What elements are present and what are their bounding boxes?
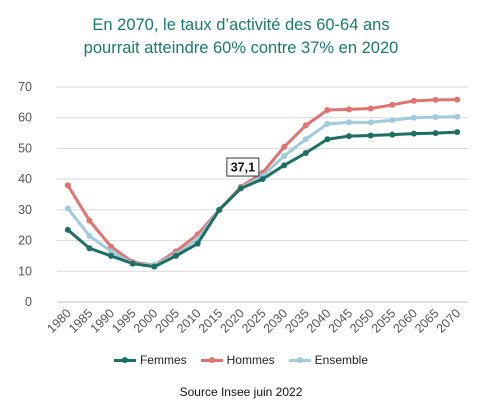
data-point-femmes [432, 130, 439, 137]
data-point-femmes [237, 185, 244, 192]
y-tick-label: 20 [18, 234, 32, 248]
data-point-femmes [367, 132, 374, 139]
source-note: Source Insee juin 2022 [179, 385, 303, 399]
data-point-hommes [86, 217, 93, 224]
data-point-ensemble [432, 114, 439, 121]
data-point-ensemble [389, 117, 396, 124]
data-point-femmes [346, 133, 353, 140]
data-point-ensemble [454, 113, 461, 120]
data-point-hommes [346, 106, 353, 113]
legend-item-ensemble[interactable]: Ensemble [288, 353, 369, 367]
data-point-femmes [194, 240, 201, 247]
y-tick-label: 0 [25, 295, 32, 309]
data-point-femmes [86, 245, 93, 252]
y-tick-label: 60 [18, 111, 32, 125]
legend-swatch-ensemble [288, 354, 311, 366]
data-point-femmes [64, 226, 71, 233]
data-point-femmes [454, 129, 461, 136]
data-point-ensemble [108, 248, 115, 255]
legend-swatch-femmes [113, 354, 136, 366]
data-point-ensemble [302, 136, 309, 143]
data-point-ensemble [367, 119, 374, 126]
series-line-ensemble [66, 115, 459, 267]
legend-item-femmes[interactable]: Femmes [113, 353, 187, 367]
y-tick-label: 10 [18, 264, 32, 278]
data-point-femmes [281, 162, 288, 169]
legend-item-hommes[interactable]: Hommes [200, 353, 275, 367]
data-point-ensemble [86, 232, 93, 239]
data-point-femmes [172, 252, 179, 259]
data-point-hommes [389, 101, 396, 108]
data-point-hommes [302, 122, 309, 129]
data-point-femmes [389, 131, 396, 138]
legend-label-ensemble: Ensemble [314, 353, 369, 367]
annotation-label: 37,1 [231, 161, 255, 175]
data-point-femmes [151, 263, 158, 270]
data-point-femmes [324, 136, 331, 143]
data-point-hommes [64, 182, 71, 189]
y-tick-label: 50 [18, 141, 32, 155]
data-point-hommes [108, 243, 115, 250]
data-point-ensemble [281, 153, 288, 160]
data-point-hommes [432, 96, 439, 103]
data-point-hommes [410, 97, 417, 104]
y-tick-label: 30 [18, 203, 32, 217]
annotation-box [226, 157, 260, 177]
data-point-femmes [129, 260, 136, 267]
data-point-hommes [454, 96, 461, 103]
data-point-femmes [410, 130, 417, 137]
chart-title-line-2: pourrait atteindre 60% contre 37% en 202… [83, 39, 399, 57]
data-point-ensemble [410, 114, 417, 121]
data-point-femmes [259, 176, 266, 183]
data-point-ensemble [346, 119, 353, 126]
data-point-femmes [302, 150, 309, 157]
data-point-hommes [281, 143, 288, 150]
legend: Femmes Hommes Ensemble [0, 353, 482, 367]
chart-title-line-1: En 2070, le taux d’activité des 60-64 an… [92, 16, 390, 34]
series-line-femmes [66, 130, 459, 269]
legend-swatch-hommes [200, 354, 223, 366]
data-point-hommes [367, 105, 374, 112]
data-point-femmes [108, 252, 115, 259]
y-tick-label: 70 [18, 80, 32, 94]
legend-label-femmes: Femmes [139, 353, 187, 367]
data-point-hommes [324, 107, 331, 114]
legend-label-hommes: Hommes [226, 353, 275, 367]
y-tick-label: 40 [18, 172, 32, 186]
x-tick-label: 2070 [434, 306, 464, 336]
data-point-ensemble [324, 120, 331, 127]
data-point-femmes [216, 206, 223, 213]
data-point-ensemble [64, 205, 71, 212]
